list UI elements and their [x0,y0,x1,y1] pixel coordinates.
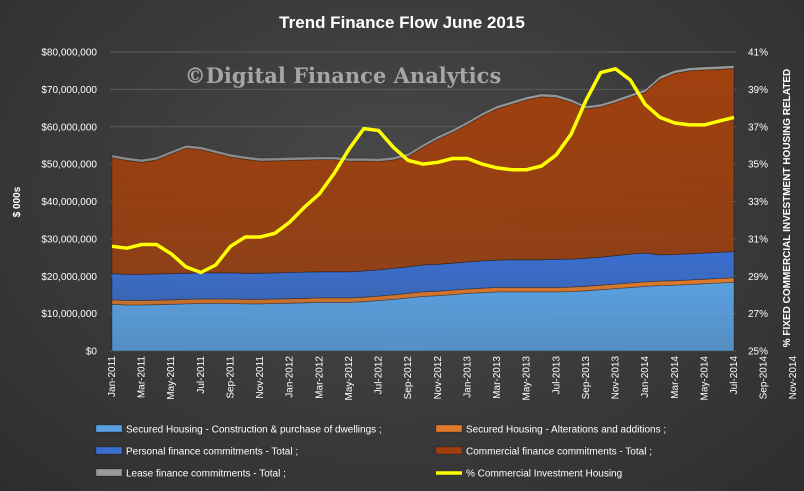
y-tick-label: $60,000,000 [41,122,97,133]
x-tick-label: Mar-2014 [670,356,681,399]
y-tick-label: $40,000,000 [41,197,97,208]
y2-tick-label: 37% [748,122,768,133]
watermark-text: ©Digital Finance Analytics [185,63,502,88]
y2-tick-label: 33% [748,197,768,208]
x-tick-label: Sep-2011 [226,356,237,399]
x-tick-label: Nov-2012 [433,356,444,400]
y2-tick-label: 27% [748,309,768,320]
chart-title: Trend Finance Flow June 2015 [279,13,525,32]
legend-label: Secured Housing - Alterations and additi… [466,425,666,436]
legend-swatch [95,424,123,433]
x-tick-label: Jul-2014 [729,356,740,395]
area-series-5 [111,65,735,163]
plot-area [110,51,736,352]
legend-swatch [435,446,463,455]
x-tick-label: Nov-2014 [788,356,799,400]
y-tick-label: $50,000,000 [41,160,97,171]
x-tick-label: Jul-2012 [374,356,385,395]
x-tick-label: Jan-2013 [462,356,473,398]
x-tick-label: Mar-2012 [314,356,325,399]
legend: Secured Housing - Construction & purchas… [95,424,666,480]
y-axis-title: $ 000s [12,186,23,217]
y2-tick-label: 31% [748,234,768,245]
line-series-commercial-investment [111,67,735,275]
x-tick-label: Jul-2011 [196,356,207,394]
legend-label: Lease finance commitments - Total ; [126,469,286,480]
x-tick-label: Jan-2012 [285,356,296,398]
x-tick-label: Mar-2013 [492,356,503,399]
legend-label: Personal finance commitments - Total ; [126,447,298,458]
x-tick-label: Nov-2013 [611,356,622,400]
legend-swatch [435,424,463,433]
x-tick-label: Sep-2013 [581,356,592,400]
y2-tick-label: 39% [748,85,768,96]
x-tick-label: Jul-2013 [551,356,562,395]
y2-tick-label: 35% [748,160,768,171]
y-tick-label: $0 [86,347,98,358]
x-tick-label: May-2011 [166,356,177,400]
y2-axis-title: % FIXED COMMERCIAL INVESTMENT HOUSING RE… [782,69,793,348]
x-tick-label: Mar-2011 [137,356,148,398]
y-tick-label: $80,000,000 [41,48,97,59]
y2-tick-label: 41% [748,48,768,59]
x-tick-label: Sep-2012 [403,356,414,400]
y2-tick-label: 25% [748,347,768,358]
y-tick-label: $10,000,000 [41,309,97,320]
y-tick-label: $30,000,000 [41,234,97,245]
axes: $0 $10,000,000 $20,000,000 $30,000,000 $40,0… [41,48,799,401]
legend-swatch [95,468,123,477]
x-tick-label: Sep-2014 [759,356,770,400]
legend-label: % Commercial Investment Housing [466,469,622,480]
x-tick-label: Jan-2011 [107,356,118,397]
legend-swatch [95,446,123,455]
y2-tick-label: 29% [748,272,768,283]
x-tick-label: May-2012 [344,356,355,401]
legend-label: Commercial finance commitments - Total ; [466,447,652,458]
x-tick-label: Jan-2014 [640,356,651,398]
y-tick-label: $20,000,000 [41,272,97,283]
x-tick-label: Nov-2011 [255,356,266,399]
legend-label: Secured Housing - Construction & purchas… [126,425,382,436]
y-tick-label: $70,000,000 [41,85,97,96]
x-tick-label: May-2014 [699,356,710,401]
x-tick-label: May-2013 [522,356,533,401]
